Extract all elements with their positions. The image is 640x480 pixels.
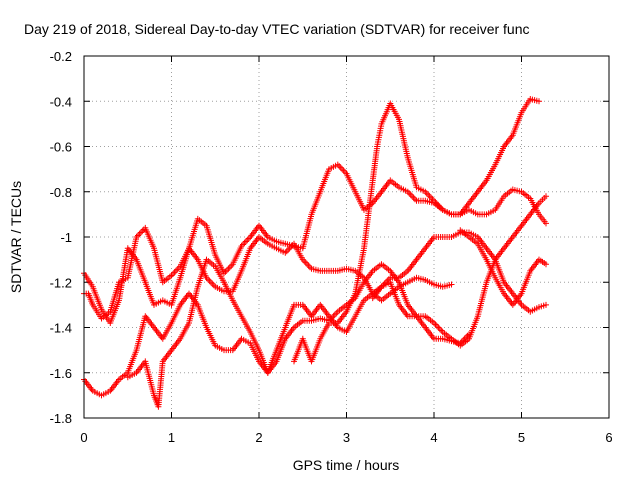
tick-layer: 0 1 2 3 4 5 6 -0.2 -0.4 -0.6 -0.8 -1 -1.2 -1.4 -1.6 -1.… bbox=[50, 49, 613, 445]
data-point bbox=[435, 324, 442, 331]
y-tick-label: -0.8 bbox=[50, 185, 72, 200]
data-point bbox=[432, 321, 439, 328]
x-tick-label: 6 bbox=[605, 430, 612, 445]
data-point bbox=[333, 310, 340, 317]
data-point bbox=[340, 167, 347, 174]
data-point bbox=[543, 261, 549, 268]
data-point bbox=[425, 191, 432, 198]
chart-title: Day 219 of 2018, Sidereal Day-to-day VTE… bbox=[24, 21, 530, 37]
data-point bbox=[172, 267, 179, 274]
plot-frame bbox=[83, 55, 610, 419]
y-tick-label: -1.8 bbox=[50, 411, 72, 426]
data-point bbox=[407, 191, 414, 198]
x-tick-label: 5 bbox=[518, 430, 525, 445]
data-point bbox=[433, 323, 440, 329]
data-point bbox=[406, 190, 413, 197]
x-tick-label: 1 bbox=[168, 430, 175, 445]
data-point bbox=[409, 193, 416, 200]
marker-layer bbox=[81, 96, 549, 410]
x-tick-label: 3 bbox=[343, 430, 350, 445]
data-point bbox=[428, 194, 435, 201]
data-point bbox=[423, 190, 430, 197]
data-point bbox=[339, 166, 346, 173]
data-point bbox=[137, 229, 144, 236]
data-point bbox=[543, 220, 549, 227]
data-point bbox=[384, 277, 391, 284]
data-point bbox=[302, 259, 309, 266]
data-point bbox=[543, 301, 549, 308]
x-tick-label: 4 bbox=[430, 430, 437, 445]
data-point bbox=[226, 264, 233, 271]
series-trace-a bbox=[81, 161, 549, 326]
series-trace-g bbox=[457, 227, 549, 308]
data-point bbox=[223, 267, 230, 274]
y-tick-label: -1.6 bbox=[50, 366, 72, 381]
x-axis-label: GPS time / hours bbox=[293, 457, 400, 473]
data-point bbox=[466, 331, 472, 338]
y-tick-label: -0.2 bbox=[50, 49, 72, 64]
data-point bbox=[438, 327, 445, 334]
data-point bbox=[448, 281, 455, 288]
data-point bbox=[209, 280, 216, 287]
y-tick-label: -0.6 bbox=[50, 140, 72, 155]
data-point bbox=[336, 163, 343, 170]
y-tick-label: -1.4 bbox=[50, 321, 72, 336]
data-point bbox=[436, 326, 443, 332]
data-point bbox=[245, 235, 252, 242]
x-tick-label: 2 bbox=[255, 430, 262, 445]
data-point bbox=[331, 311, 338, 318]
series-trace-f bbox=[369, 229, 549, 315]
data-point bbox=[461, 335, 468, 342]
data-point bbox=[283, 248, 290, 255]
y-tick-label: -0.4 bbox=[50, 94, 72, 109]
x-tick-label: 0 bbox=[80, 430, 87, 445]
data-point bbox=[207, 279, 214, 286]
data-point bbox=[242, 238, 249, 245]
y-axis-label: SDTVAR / TECUs bbox=[8, 181, 24, 293]
data-point bbox=[410, 194, 417, 201]
data-point bbox=[136, 231, 143, 237]
series-trace-c bbox=[81, 193, 549, 399]
data-point bbox=[139, 228, 146, 234]
data-point bbox=[225, 265, 232, 272]
y-tick-label: -1 bbox=[60, 230, 72, 245]
y-tick-label: -1.2 bbox=[50, 275, 72, 290]
data-point bbox=[241, 240, 248, 246]
data-point bbox=[412, 196, 418, 203]
data-point bbox=[206, 277, 213, 284]
data-point bbox=[543, 193, 549, 200]
series-trace-e bbox=[291, 96, 542, 365]
data-point bbox=[536, 98, 542, 105]
data-point bbox=[244, 237, 251, 243]
